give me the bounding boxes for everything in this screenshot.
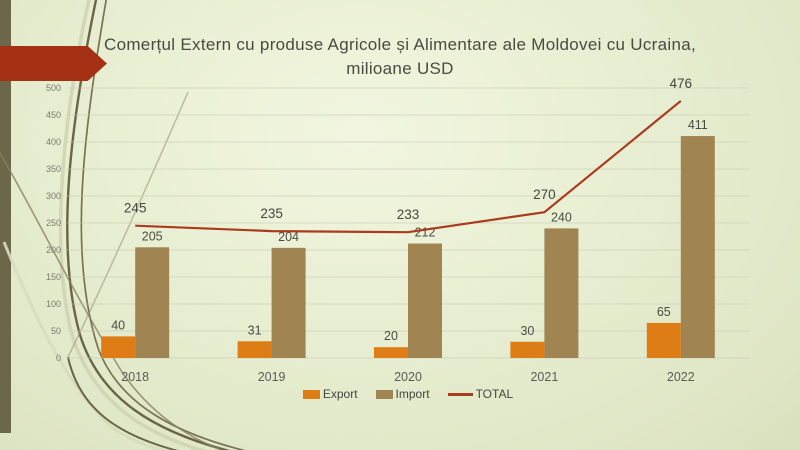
legend-item-import: Import [375,387,430,401]
y-tick-label: 450 [46,110,61,120]
bar-export-2020 [374,347,408,358]
y-tick-label: 400 [46,137,61,147]
bar-label-import-2018: 205 [142,229,163,243]
y-tick-label: 0 [56,353,61,363]
line-label-2019: 235 [260,206,283,221]
bar-label-export-2020: 20 [384,329,398,343]
legend-item-export: Export [302,387,358,401]
line-label-2020: 233 [397,207,420,222]
y-tick-label: 100 [46,299,61,309]
line-label-2022: 476 [670,76,693,91]
y-tick-label: 500 [46,83,61,93]
bar-label-export-2019: 31 [248,323,262,337]
bar-export-2022 [646,322,681,358]
x-category-label-2022: 2022 [667,370,695,384]
slide-title: Comerțul Extern cu produse Agricole și A… [104,35,696,79]
x-category-label-2018: 2018 [121,370,149,384]
bar-label-import-2021: 240 [551,210,572,224]
title-accent-arrow-icon [0,46,107,81]
bar-label-import-2022: 411 [688,118,708,132]
y-tick-label: 300 [46,191,61,201]
bar-import-2021 [544,228,579,358]
y-tick-label: 50 [51,326,61,336]
y-tick-label: 350 [46,164,61,174]
legend-item-total: TOTAL [447,387,514,401]
legend-label-total: TOTAL [475,387,514,401]
x-category-label-2019: 2019 [258,370,286,384]
chart-legend: Export Import TOTAL [67,387,749,401]
bar-export-2018 [101,336,136,358]
legend-swatch-import-icon [375,389,393,399]
legend-label-import: Import [395,387,430,401]
y-tick-label: 200 [46,245,61,255]
bar-export-2019 [237,341,272,358]
x-category-label-2020: 2020 [394,370,422,384]
legend-swatch-total-icon [447,392,473,396]
line-label-2021: 270 [533,187,556,202]
bar-label-export-2021: 30 [520,324,534,338]
bar-export-2021 [510,341,545,358]
legend-swatch-export-icon [302,389,320,399]
bar-import-2020 [408,243,442,358]
bar-import-2018 [135,247,170,358]
y-tick-label: 150 [46,272,61,282]
bar-import-2022 [680,136,715,358]
bar-label-export-2018: 40 [111,318,125,332]
bar-import-2019 [271,247,306,358]
line-label-2018: 245 [124,201,147,216]
bar-label-export-2022: 65 [657,305,671,319]
bar-label-import-2019: 204 [278,230,299,244]
y-tick-label: 250 [46,218,61,228]
x-category-label-2021: 2021 [530,370,558,384]
legend-label-export: Export [322,387,358,401]
